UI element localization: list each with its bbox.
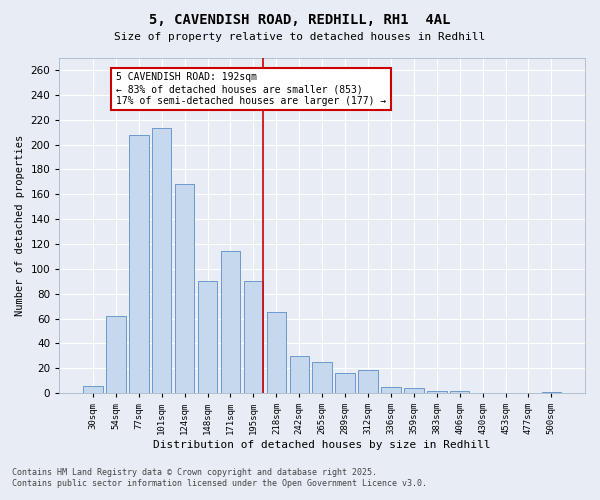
Y-axis label: Number of detached properties: Number of detached properties	[15, 134, 25, 316]
Bar	[175, 184, 194, 393]
Bar	[152, 128, 172, 393]
Bar	[198, 282, 217, 393]
Bar	[450, 390, 469, 393]
Bar	[335, 374, 355, 393]
Bar	[404, 388, 424, 393]
Bar	[129, 134, 149, 393]
Bar	[313, 362, 332, 393]
X-axis label: Distribution of detached houses by size in Redhill: Distribution of detached houses by size …	[154, 440, 491, 450]
Bar	[427, 390, 446, 393]
Bar	[358, 370, 378, 393]
Bar	[290, 356, 309, 393]
Bar	[244, 282, 263, 393]
Bar	[381, 387, 401, 393]
Text: 5, CAVENDISH ROAD, REDHILL, RH1  4AL: 5, CAVENDISH ROAD, REDHILL, RH1 4AL	[149, 12, 451, 26]
Bar	[106, 316, 125, 393]
Text: 5 CAVENDISH ROAD: 192sqm
← 83% of detached houses are smaller (853)
17% of semi-: 5 CAVENDISH ROAD: 192sqm ← 83% of detach…	[116, 72, 386, 106]
Bar	[221, 252, 240, 393]
Text: Size of property relative to detached houses in Redhill: Size of property relative to detached ho…	[115, 32, 485, 42]
Text: Contains HM Land Registry data © Crown copyright and database right 2025.
Contai: Contains HM Land Registry data © Crown c…	[12, 468, 427, 487]
Bar	[266, 312, 286, 393]
Bar	[83, 386, 103, 393]
Bar	[542, 392, 561, 393]
